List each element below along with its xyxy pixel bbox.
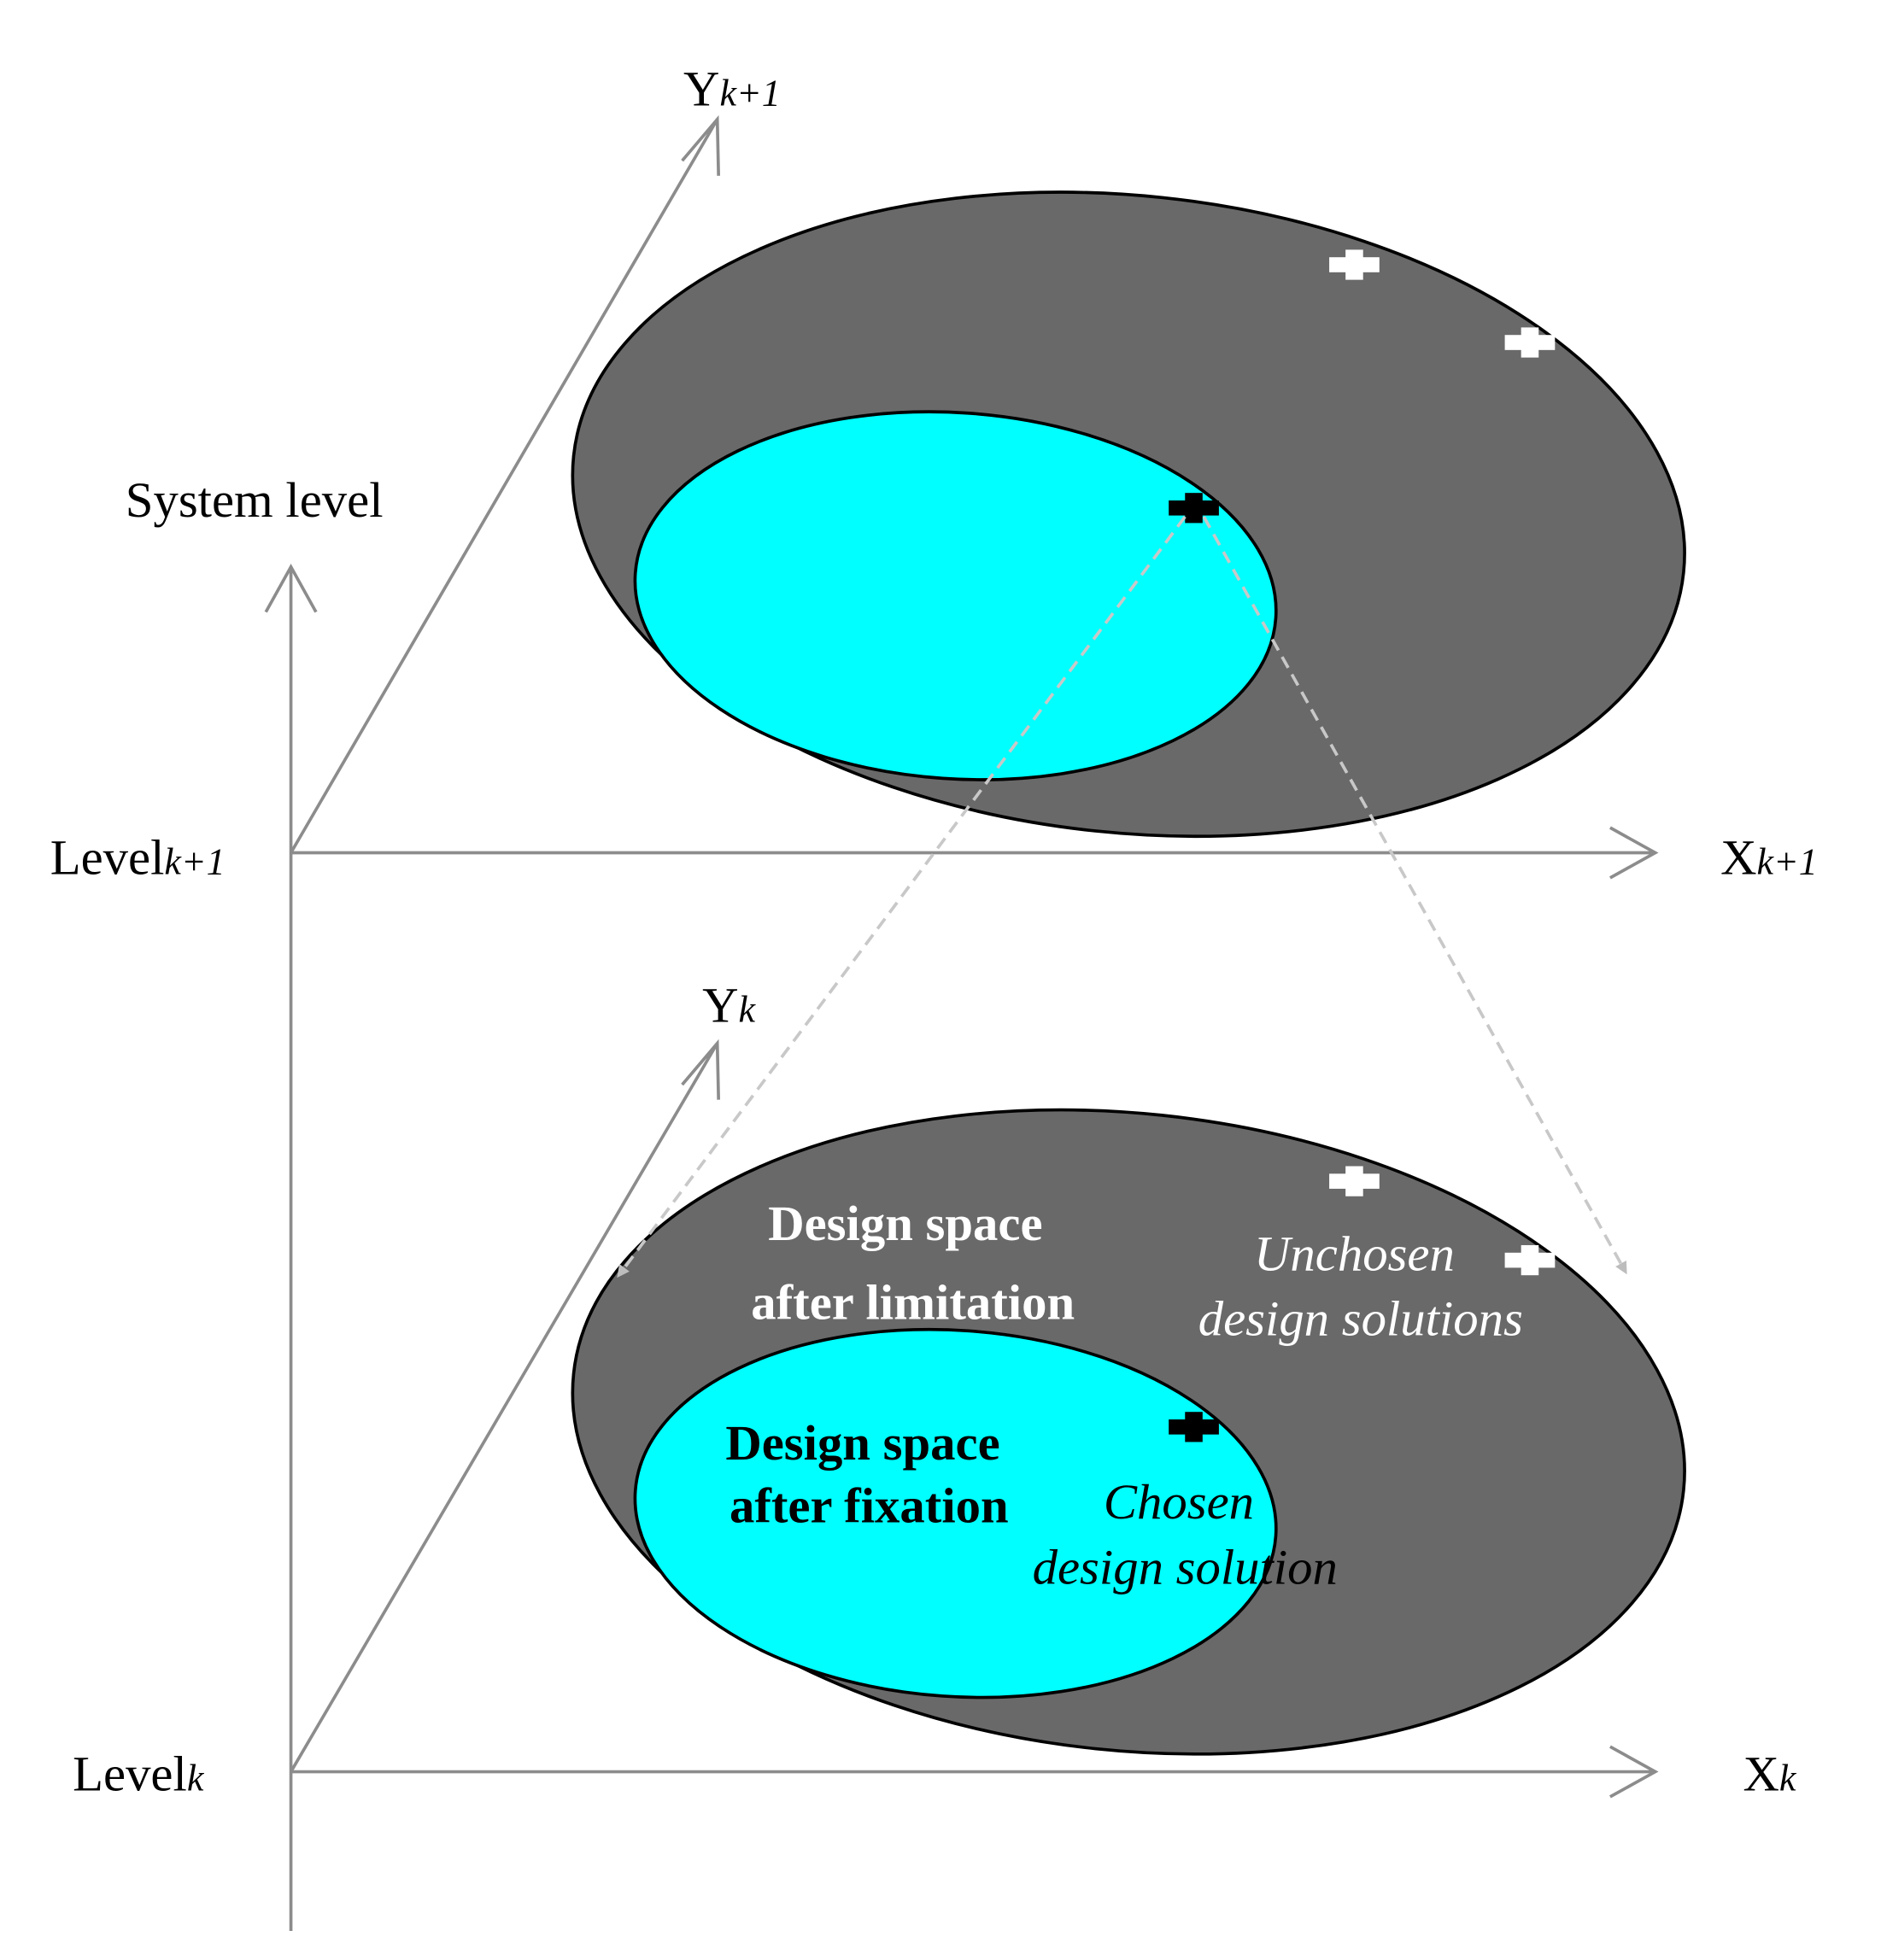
x-axis-label: Xk xyxy=(1743,1746,1797,1802)
upper-space xyxy=(571,190,1686,839)
y-axis-label: Yk+1 xyxy=(683,61,781,117)
lower-space xyxy=(571,1108,1686,1756)
projection xyxy=(617,515,1627,1278)
y-axis-label: Yk xyxy=(702,978,756,1033)
label-part: Y xyxy=(702,978,738,1033)
axes xyxy=(264,114,1659,1931)
annotation: after fixation xyxy=(730,1477,1009,1533)
annotation: Chosen xyxy=(1104,1474,1254,1530)
annotation: Design space xyxy=(768,1196,1042,1251)
annotation: after limitation xyxy=(751,1275,1075,1331)
level-label: Levelk xyxy=(73,1746,205,1802)
annotation: design solution xyxy=(1033,1539,1338,1594)
label-part: k+1 xyxy=(1757,840,1818,882)
annotation: Design space xyxy=(725,1415,999,1471)
label-part: Level xyxy=(50,829,165,885)
system-level-label: System level xyxy=(126,472,384,528)
annotation: design solutions xyxy=(1198,1291,1523,1347)
level-label: Levelk+1 xyxy=(50,829,226,885)
annotation: Unchosen xyxy=(1254,1226,1455,1281)
label-part: Level xyxy=(73,1746,187,1802)
x-axis-label: Xk+1 xyxy=(1720,829,1818,885)
label-part: k xyxy=(738,989,756,1031)
label-part: Y xyxy=(683,61,719,117)
label-part: k+1 xyxy=(164,840,225,882)
label-part: k xyxy=(1779,1758,1797,1799)
label-part: X xyxy=(1720,829,1756,885)
label-part: X xyxy=(1743,1746,1779,1802)
label-part: k xyxy=(187,1758,205,1799)
label-part: k+1 xyxy=(719,73,780,114)
